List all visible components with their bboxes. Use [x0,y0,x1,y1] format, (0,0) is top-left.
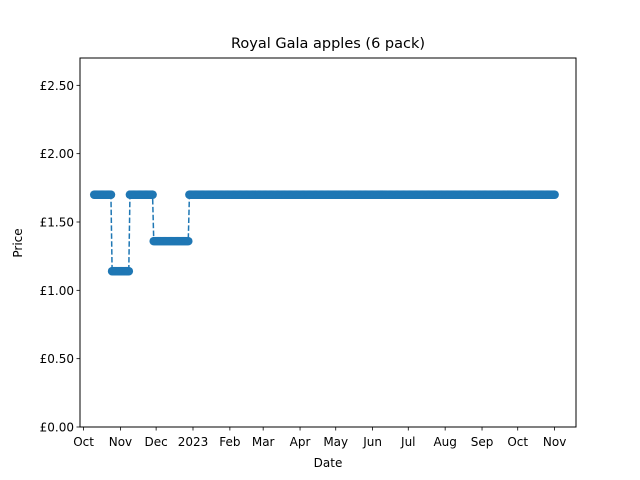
x-tick-label: Jun [362,435,382,449]
x-tick-label: May [323,435,348,449]
x-tick-label: Oct [73,435,94,449]
plot-area-frame [79,57,577,428]
y-tick-label: £1.50 [40,216,74,230]
data-point [148,190,157,199]
x-tick-label: Feb [219,435,240,449]
data-point [106,190,116,199]
x-tick-label: Aug [433,435,456,449]
y-tick-label: £0.00 [40,421,74,435]
y-tick-label: £2.50 [40,79,74,93]
x-tick-label: Oct [507,435,528,449]
plot-series [89,190,559,276]
x-tick-label: Dec [145,435,168,449]
x-tick-label: Mar [252,435,275,449]
x-tick-label: 2023 [178,435,209,449]
y-axis-label: Price [11,228,25,257]
data-point [124,266,134,276]
x-tick-label: Nov [543,435,566,449]
x-axis: Oct Nov Dec 2023 Feb Mar Apr May Jun Jul Aug Sep Oct… [73,427,566,449]
y-tick-label: £0.50 [40,352,74,366]
x-tick-label: Jul [400,435,415,449]
y-tick-label: £1.00 [40,284,74,298]
y-axis: £0.00 £0.50 £1.00 £1.50 £2.00 £2.50 [40,79,80,435]
x-axis-label: Date [314,456,343,470]
x-tick-label: Sep [471,435,494,449]
data-point [550,190,559,199]
x-tick-label: Apr [290,435,311,449]
x-tick-label: Nov [109,435,132,449]
chart-title: Royal Gala apples (6 pack) [231,36,425,52]
data-point [183,236,193,246]
y-tick-label: £2.00 [40,147,74,161]
